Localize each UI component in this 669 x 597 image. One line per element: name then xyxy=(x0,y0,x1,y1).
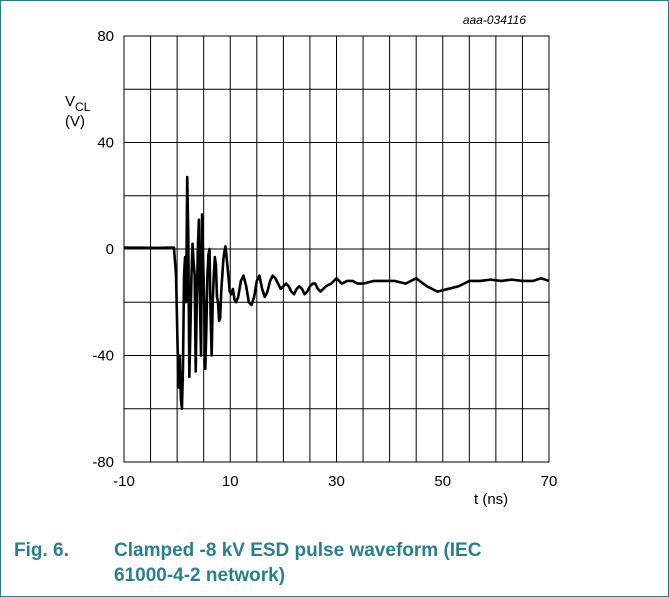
y-axis-unit: (V) xyxy=(65,113,85,130)
x-tick-label: 30 xyxy=(328,473,345,490)
x-tick-label: -10 xyxy=(113,473,135,490)
y-tick-label: -40 xyxy=(92,348,114,365)
y-axis-label: VCL xyxy=(65,93,91,114)
plot-border xyxy=(123,35,550,463)
caption-line-1: Clamped -8 kV ESD pulse waveform (IEC xyxy=(114,540,482,561)
y-tick-label: -80 xyxy=(92,454,114,471)
tick-labels: -10 10 30 50 70 80 40 0 -40 -80 xyxy=(92,28,557,490)
y-tick-label: 0 xyxy=(106,241,114,258)
figure-caption: Fig. 6. Clamped -8 kV ESD pulse waveform … xyxy=(14,538,654,588)
figure-id-label: aaa-034116 xyxy=(463,13,526,27)
x-tick-label: 50 xyxy=(434,473,451,490)
caption-number: Fig. 6. xyxy=(14,540,69,561)
y-tick-label: 40 xyxy=(97,135,114,152)
waveform-line xyxy=(124,175,550,411)
caption-line-2: 61000-4-2 network) xyxy=(114,565,286,586)
x-tick-label: 70 xyxy=(541,473,558,490)
y-axis-label-main: V xyxy=(65,93,75,110)
x-tick-label: 10 xyxy=(222,473,239,490)
x-axis-label: t (ns) xyxy=(474,491,508,508)
y-tick-label: 80 xyxy=(97,28,114,45)
y-axis-label-sub: CL xyxy=(75,100,91,114)
